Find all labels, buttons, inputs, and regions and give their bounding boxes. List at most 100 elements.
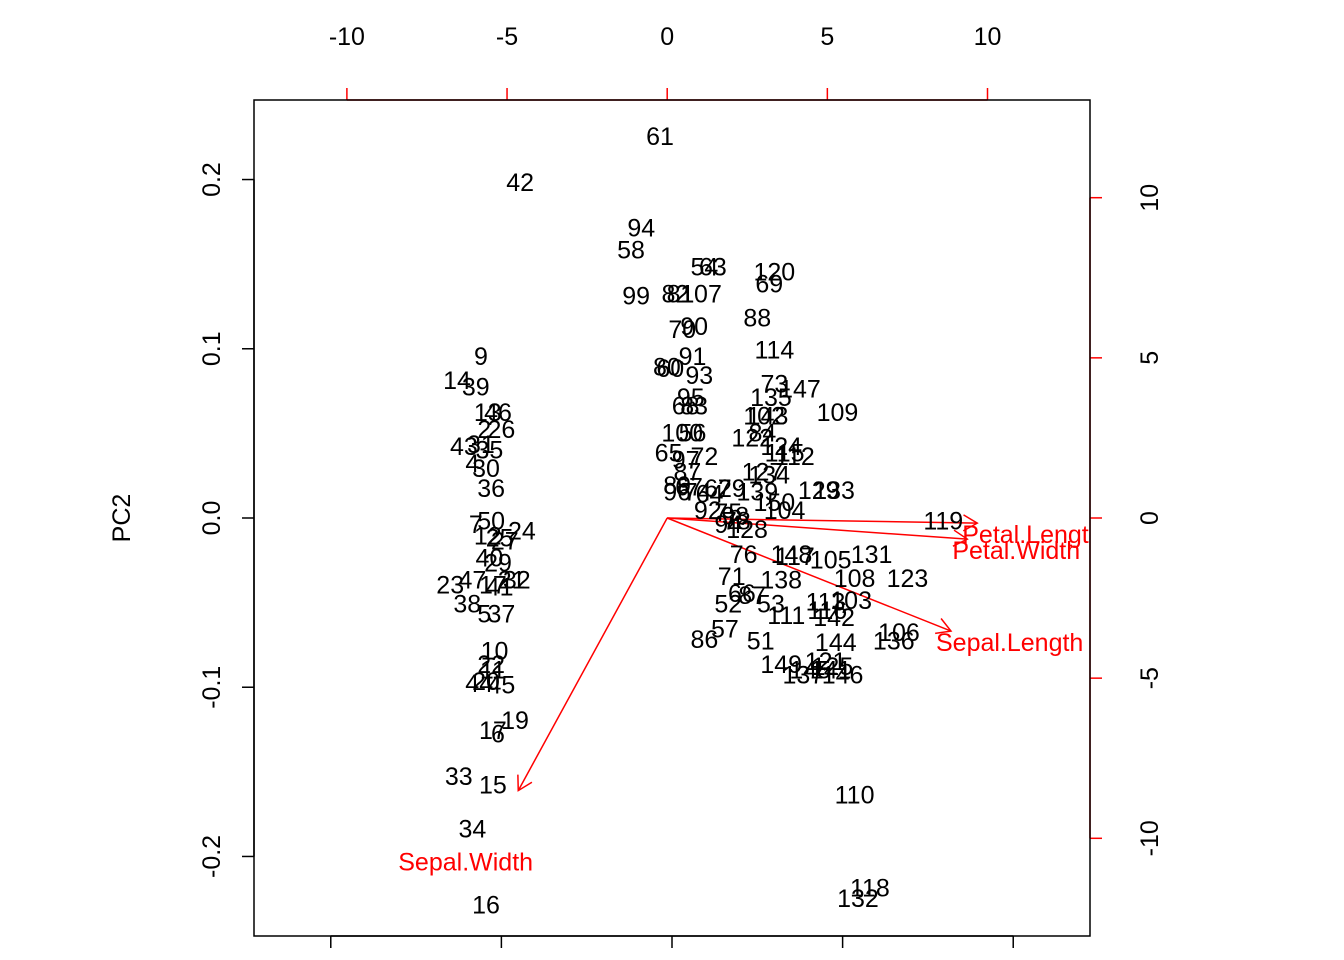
observation-label: 137 — [783, 661, 825, 689]
observation-label: 127 — [742, 458, 784, 486]
observation-label: 41 — [486, 573, 514, 601]
left-tick-label: 0.1 — [198, 331, 226, 366]
left-tick-label: -0.1 — [198, 666, 226, 709]
observation-label: 73 — [760, 370, 788, 398]
observation-label: 104 — [764, 497, 806, 525]
observation-label: 60 — [656, 355, 684, 383]
observation-label: 131 — [851, 541, 893, 569]
observation-label: 145 — [789, 656, 831, 684]
observation-label: 98 — [721, 502, 749, 530]
top-tick-label: -5 — [496, 23, 518, 51]
left-tick-label: 0.2 — [198, 162, 226, 197]
observation-label: 76 — [730, 541, 758, 569]
arrow-shaft — [667, 517, 968, 540]
arrow-shaft — [517, 517, 668, 791]
observation-label: 6 — [491, 721, 505, 749]
observation-label: 12 — [474, 523, 502, 551]
observation-label: 51 — [747, 628, 775, 656]
observation-label: 63 — [699, 254, 727, 282]
observation-label: 78 — [723, 507, 751, 535]
observation-label: 88 — [743, 304, 771, 332]
observation-label: 66 — [728, 580, 756, 608]
observation-label: 116 — [807, 597, 847, 625]
observation-label: 82 — [662, 281, 690, 309]
right-tick-label: 0 — [1136, 511, 1164, 525]
observation-label: 72 — [691, 443, 719, 471]
right-tick-label: 5 — [1136, 351, 1164, 365]
observation-label: 68 — [672, 392, 700, 420]
observation-label: 90 — [680, 313, 708, 341]
arrow-head — [952, 529, 969, 547]
observation-label: 17 — [479, 572, 507, 600]
observation-label: 43 — [450, 433, 478, 461]
observation-label: 87 — [738, 582, 766, 610]
observation-label: 58 — [617, 237, 645, 265]
observation-label: 29 — [484, 550, 512, 578]
observation-label: 21 — [498, 567, 526, 595]
observation-label: 50 — [477, 507, 505, 535]
right-tick-label: 10 — [1136, 184, 1164, 212]
observation-label: 138 — [760, 567, 802, 595]
observation-label: 79 — [718, 475, 746, 503]
observation-label: 37 — [487, 600, 515, 628]
observation-label: 74 — [684, 479, 712, 507]
observation-label: 108 — [834, 565, 876, 593]
left-tick-label: 0.0 — [198, 501, 226, 536]
observation-label: 94 — [714, 511, 742, 539]
observation-label: 134 — [748, 462, 790, 490]
observation-label: 16 — [472, 892, 500, 920]
observation-label: 53 — [757, 590, 785, 618]
observation-label: 32 — [503, 567, 531, 595]
observation-label: 107 — [680, 281, 722, 309]
observation-label: 35 — [476, 436, 504, 464]
observation-label: 83 — [680, 392, 708, 420]
observation-label: 93 — [685, 362, 713, 390]
observation-label: 132 — [837, 885, 879, 913]
observation-label: 34 — [458, 815, 486, 843]
observation-label: 102 — [743, 402, 785, 430]
observation-label: 44 — [465, 670, 493, 698]
observation-label: 15 — [479, 771, 507, 799]
arrow-head — [935, 618, 953, 635]
observation-label: 115 — [765, 440, 805, 468]
variable-label: Sepal.Length — [936, 629, 1083, 657]
observation-label: 5 — [477, 600, 491, 628]
observation-label: 125 — [812, 653, 854, 681]
observation-label: 2 — [477, 416, 491, 444]
top-tick-label: -10 — [329, 23, 365, 51]
observation-label: 25 — [486, 524, 514, 552]
observation-label: 139 — [736, 479, 778, 507]
observation-label: 24 — [508, 518, 536, 546]
observation-label: 105 — [810, 546, 852, 574]
observation-label: 133 — [813, 477, 855, 505]
observation-label: 146 — [822, 661, 864, 689]
variable-label: Petal.Length — [962, 521, 1102, 549]
observation-label: 67 — [675, 474, 703, 502]
observation-label: 111 — [767, 602, 805, 630]
observation-label: 75 — [714, 499, 742, 527]
observation-label: 39 — [462, 374, 490, 402]
observation-label: 81 — [667, 281, 695, 309]
observation-label: 14 — [443, 367, 471, 395]
observation-label: 26 — [487, 416, 515, 444]
variable-arrow: Petal.Width — [667, 517, 1080, 565]
observation-label: 109 — [817, 399, 859, 427]
observation-label: 136 — [873, 628, 915, 656]
observation-label: 147 — [779, 375, 821, 403]
top-tick-label: 10 — [974, 23, 1002, 51]
observation-label: 92 — [694, 497, 722, 525]
observation-label: 69 — [755, 270, 783, 298]
observation-label: 129 — [798, 477, 840, 505]
top-tick-label: 5 — [820, 23, 834, 51]
observation-label: 13 — [474, 399, 502, 427]
observation-label: 61 — [646, 123, 674, 151]
variable-arrow: Sepal.Width — [398, 517, 668, 877]
observation-label: 110 — [835, 782, 875, 810]
observation-label: 23 — [436, 572, 464, 600]
observation-label: 123 — [887, 565, 929, 593]
observation-label: 122 — [731, 424, 773, 452]
observation-label: 19 — [501, 707, 529, 735]
observation-label: 52 — [714, 590, 742, 618]
observation-label: 103 — [830, 587, 872, 615]
